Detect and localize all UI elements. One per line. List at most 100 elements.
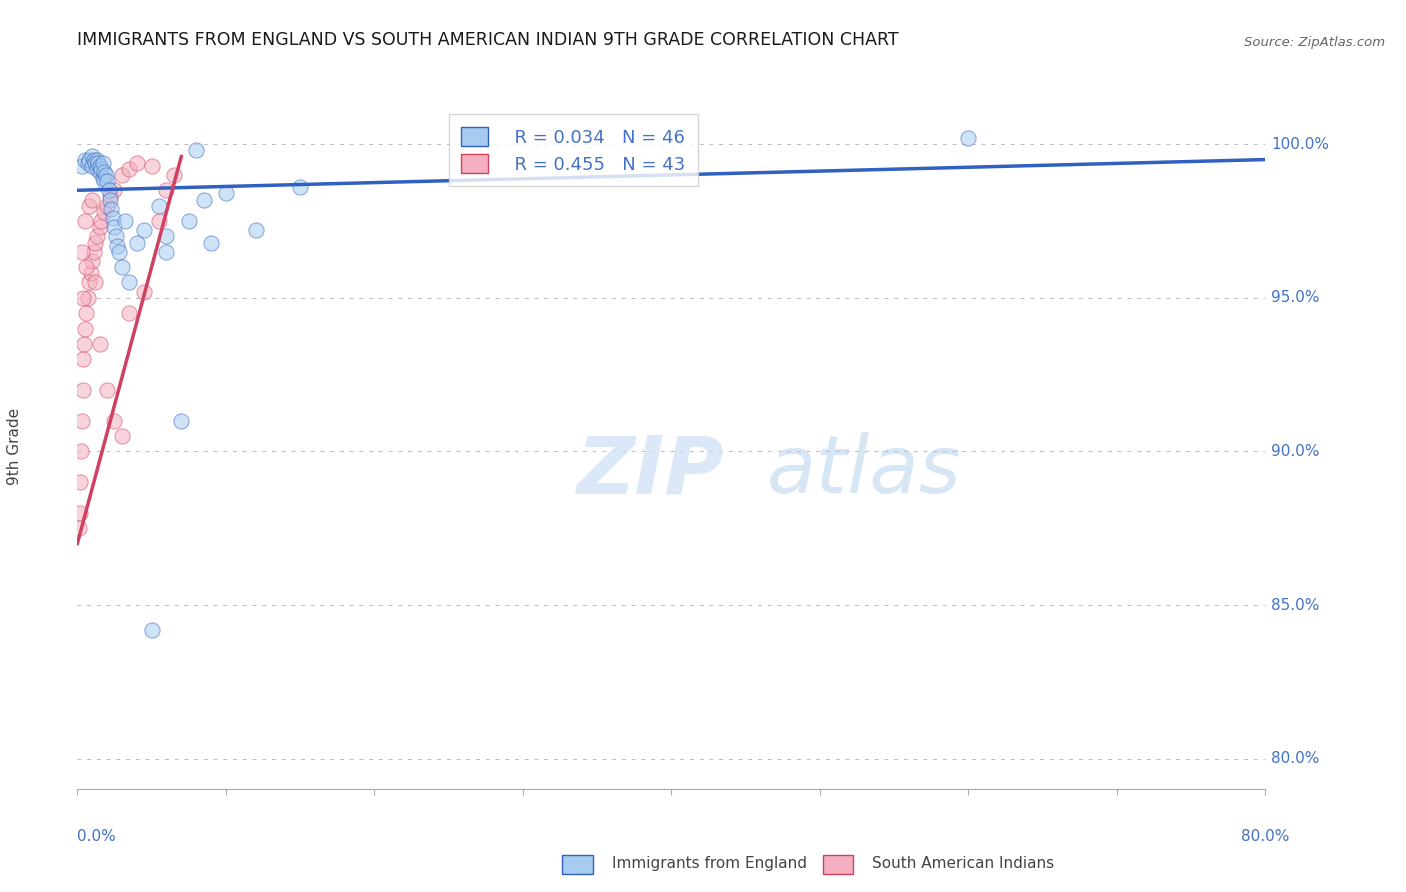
- Point: [98, 189, 121, 203]
- Point: [107, 238, 129, 252]
- Bar: [823, 855, 853, 874]
- Point: [67, 521, 90, 535]
- Point: [111, 260, 134, 274]
- Point: [148, 199, 170, 213]
- Text: atlas: atlas: [766, 433, 962, 510]
- Point: [76, 155, 98, 169]
- Point: [103, 220, 125, 235]
- Text: 80.0%: 80.0%: [1271, 751, 1320, 766]
- Text: 85.0%: 85.0%: [1271, 598, 1320, 613]
- Point: [141, 623, 163, 637]
- Point: [125, 235, 148, 250]
- Point: [77, 199, 100, 213]
- Text: 9th Grade: 9th Grade: [7, 408, 21, 484]
- Point: [89, 165, 111, 179]
- Point: [93, 174, 115, 188]
- Point: [957, 131, 980, 145]
- Point: [75, 260, 97, 274]
- Point: [155, 229, 177, 244]
- Point: [288, 180, 311, 194]
- Point: [96, 199, 118, 213]
- Text: 0.0%: 0.0%: [77, 830, 117, 844]
- Point: [163, 168, 186, 182]
- Point: [93, 165, 115, 179]
- Point: [111, 168, 134, 182]
- Point: [90, 214, 112, 228]
- Text: Source: ZipAtlas.com: Source: ZipAtlas.com: [1244, 36, 1385, 49]
- Point: [73, 153, 96, 167]
- Point: [69, 475, 91, 490]
- Text: 90.0%: 90.0%: [1271, 444, 1320, 459]
- Bar: [562, 855, 593, 874]
- Point: [82, 193, 104, 207]
- Point: [108, 244, 131, 259]
- Point: [73, 214, 96, 228]
- Point: [86, 229, 108, 244]
- Point: [72, 383, 94, 397]
- Point: [70, 159, 93, 173]
- Point: [96, 383, 118, 397]
- Point: [83, 153, 105, 167]
- Text: 100.0%: 100.0%: [1271, 136, 1329, 152]
- Point: [91, 155, 114, 169]
- Point: [69, 506, 91, 520]
- Point: [89, 337, 111, 351]
- Text: IMMIGRANTS FROM ENGLAND VS SOUTH AMERICAN INDIAN 9TH GRADE CORRELATION CHART: IMMIGRANTS FROM ENGLAND VS SOUTH AMERICA…: [77, 31, 898, 49]
- Point: [70, 244, 93, 259]
- Point: [155, 183, 177, 197]
- Text: South American Indians: South American Indians: [872, 856, 1054, 871]
- Point: [70, 444, 93, 458]
- Point: [82, 149, 104, 163]
- Point: [186, 144, 208, 158]
- Point: [104, 229, 127, 244]
- Point: [118, 306, 141, 320]
- Point: [82, 254, 104, 268]
- Point: [73, 337, 96, 351]
- Point: [86, 153, 108, 167]
- Point: [86, 161, 108, 176]
- Point: [89, 159, 111, 173]
- Point: [84, 235, 107, 250]
- Point: [111, 429, 134, 443]
- Point: [134, 285, 156, 299]
- Point: [103, 414, 125, 428]
- Point: [155, 244, 177, 259]
- Point: [77, 153, 100, 167]
- Point: [82, 159, 104, 173]
- Point: [177, 214, 200, 228]
- Point: [200, 235, 222, 250]
- Point: [91, 171, 114, 186]
- Point: [134, 223, 156, 237]
- Point: [70, 414, 93, 428]
- Point: [101, 211, 124, 225]
- Point: [170, 414, 193, 428]
- Point: [72, 291, 94, 305]
- Point: [80, 266, 103, 280]
- Point: [118, 276, 141, 290]
- Text: Immigrants from England: Immigrants from England: [612, 856, 807, 871]
- Point: [83, 244, 105, 259]
- Point: [89, 220, 111, 235]
- Point: [141, 159, 163, 173]
- Point: [84, 276, 107, 290]
- Point: [118, 161, 141, 176]
- Point: [245, 223, 267, 237]
- Point: [94, 168, 117, 182]
- Point: [97, 183, 120, 197]
- Point: [148, 214, 170, 228]
- Point: [100, 202, 122, 216]
- Legend:   R = 0.034   N = 46,   R = 0.455   N = 43: R = 0.034 N = 46, R = 0.455 N = 43: [449, 114, 697, 186]
- Point: [103, 183, 125, 197]
- Point: [93, 204, 115, 219]
- Point: [76, 291, 98, 305]
- Point: [193, 193, 215, 207]
- Point: [75, 306, 97, 320]
- Point: [114, 214, 136, 228]
- Point: [96, 174, 118, 188]
- Point: [90, 161, 112, 176]
- Point: [77, 276, 100, 290]
- Point: [87, 155, 110, 169]
- Point: [73, 321, 96, 335]
- Text: 95.0%: 95.0%: [1271, 290, 1320, 305]
- Text: 80.0%: 80.0%: [1241, 830, 1289, 844]
